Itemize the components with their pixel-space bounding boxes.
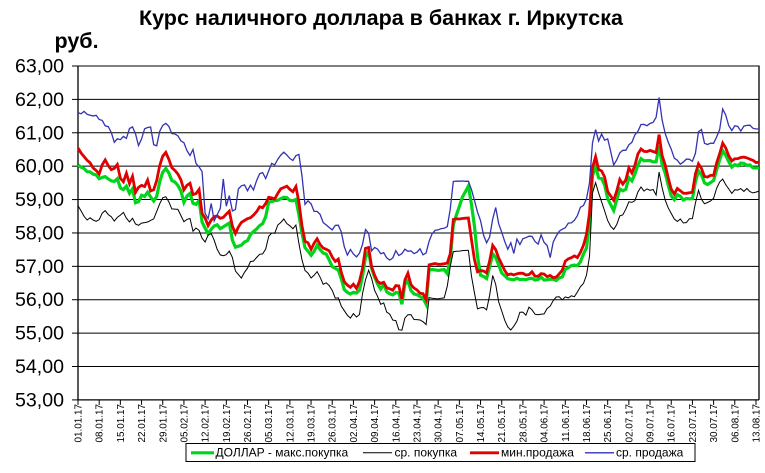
svg-text:16.07.17: 16.07.17	[667, 404, 678, 442]
svg-text:59,00: 59,00	[15, 189, 64, 211]
svg-text:21.05.17: 21.05.17	[497, 404, 508, 442]
svg-text:04.06.17: 04.06.17	[540, 404, 551, 442]
svg-text:56,00: 56,00	[15, 289, 64, 311]
svg-text:23.07.17: 23.07.17	[688, 404, 699, 442]
svg-text:62,00: 62,00	[15, 89, 64, 111]
svg-text:ср. покупка: ср. покупка	[395, 446, 458, 460]
svg-text:54,00: 54,00	[15, 356, 64, 378]
svg-text:09.07.17: 09.07.17	[646, 404, 657, 442]
svg-text:ср. продажа: ср. продажа	[616, 446, 684, 460]
svg-text:09.04.17: 09.04.17	[370, 404, 381, 442]
svg-text:02.07.17: 02.07.17	[624, 404, 635, 442]
svg-text:28.05.17: 28.05.17	[518, 404, 529, 442]
svg-text:16.04.17: 16.04.17	[391, 404, 402, 442]
svg-text:60,00: 60,00	[15, 156, 64, 178]
svg-text:12.02.17: 12.02.17	[201, 404, 212, 442]
svg-text:53,00: 53,00	[15, 389, 64, 411]
svg-text:58,00: 58,00	[15, 222, 64, 244]
svg-text:12.03.17: 12.03.17	[285, 404, 296, 442]
svg-text:02.04.17: 02.04.17	[349, 404, 360, 442]
svg-text:29.01.17: 29.01.17	[158, 404, 169, 442]
svg-text:08.01.17: 08.01.17	[95, 404, 106, 442]
svg-text:05.03.17: 05.03.17	[264, 404, 275, 442]
svg-text:55,00: 55,00	[15, 323, 64, 345]
svg-text:15.01.17: 15.01.17	[116, 404, 127, 442]
svg-text:Курс наличного доллара в банк: Курс наличного доллара в банках г. Иркут…	[139, 6, 624, 30]
svg-text:30.07.17: 30.07.17	[709, 404, 720, 442]
svg-text:22.01.17: 22.01.17	[137, 404, 148, 442]
svg-text:18.06.17: 18.06.17	[582, 404, 593, 442]
svg-text:мин.продажа: мин.продажа	[501, 446, 574, 460]
svg-text:57,00: 57,00	[15, 256, 64, 278]
svg-text:07.05.17: 07.05.17	[455, 404, 466, 442]
svg-text:ДОЛЛАР - макс.покупка: ДОЛЛАР - макс.покупка	[216, 446, 349, 460]
svg-text:25.06.17: 25.06.17	[603, 404, 614, 442]
svg-text:13.08.17: 13.08.17	[751, 404, 762, 442]
svg-text:30.04.17: 30.04.17	[434, 404, 445, 442]
svg-text:11.06.17: 11.06.17	[561, 404, 572, 442]
svg-text:19.02.17: 19.02.17	[222, 404, 233, 442]
svg-text:06.08.17: 06.08.17	[730, 404, 741, 442]
svg-text:63,00: 63,00	[15, 56, 64, 78]
svg-text:14.05.17: 14.05.17	[476, 404, 487, 442]
svg-text:руб.: руб.	[55, 29, 99, 53]
svg-text:01.01.17: 01.01.17	[74, 404, 85, 442]
svg-text:19.03.17: 19.03.17	[307, 404, 318, 442]
svg-text:26.02.17: 26.02.17	[243, 404, 254, 442]
svg-text:05.02.17: 05.02.17	[179, 404, 190, 442]
svg-text:26.03.17: 26.03.17	[328, 404, 339, 442]
svg-text:23.04.17: 23.04.17	[412, 404, 423, 442]
svg-text:61,00: 61,00	[15, 122, 64, 144]
